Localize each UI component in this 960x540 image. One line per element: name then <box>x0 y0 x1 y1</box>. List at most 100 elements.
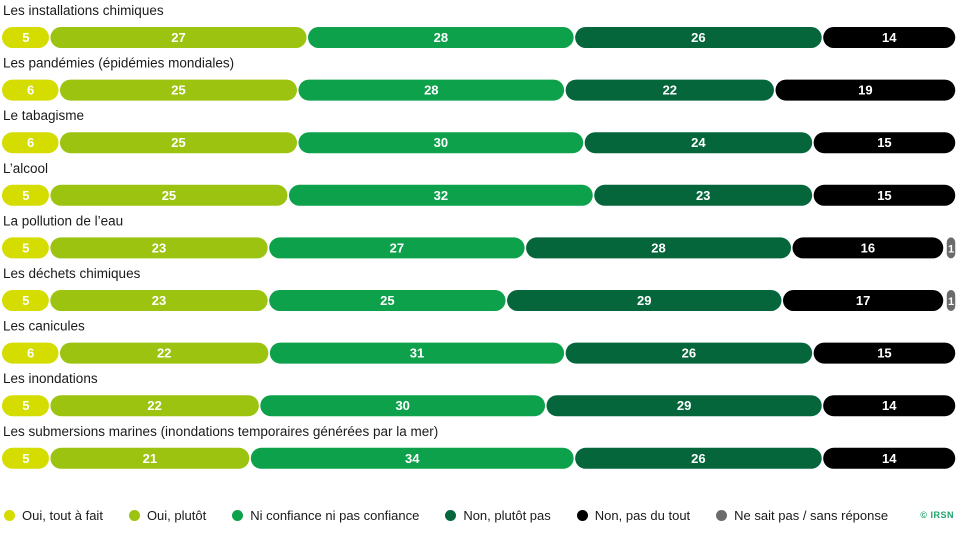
bar-segment <box>782 290 944 311</box>
legend-item: Oui, plutôt <box>128 507 207 523</box>
category-label: Les canicules <box>3 319 85 334</box>
category-label: Les déchets chimiques <box>3 266 141 281</box>
bar-segment <box>50 395 259 417</box>
category-label: Les submersions marines (inondations tem… <box>3 424 438 439</box>
legend-swatch <box>445 509 457 521</box>
bar-segment <box>308 27 574 48</box>
data-label: 5 <box>22 30 29 45</box>
data-label: 26 <box>691 30 705 45</box>
bar-segment <box>565 342 813 364</box>
bar-segment <box>823 27 956 48</box>
data-label: 22 <box>147 398 161 413</box>
bar-segment <box>2 395 49 417</box>
chart-legend: Oui, tout à fait Oui, plutôt Ni confiance … <box>4 505 956 525</box>
data-label: 14 <box>882 398 897 413</box>
bar-segment <box>775 79 956 101</box>
legend-swatch <box>576 509 588 521</box>
bar-segment <box>2 79 59 101</box>
category-label: Le tabagisme <box>3 108 84 123</box>
bar-segment <box>2 132 59 154</box>
data-label: 30 <box>434 135 448 150</box>
bar-segment <box>50 27 307 48</box>
data-label: 6 <box>27 135 34 150</box>
bar-segment <box>946 237 956 259</box>
legend-swatch <box>232 509 244 521</box>
legend-label: Non, pas du tout <box>594 507 691 523</box>
data-label: 34 <box>405 451 420 466</box>
bar-segment <box>946 290 956 311</box>
data-label: 16 <box>861 240 875 255</box>
legend-label: Oui, tout à fait <box>22 507 103 523</box>
data-label: 32 <box>434 188 448 203</box>
data-label: 23 <box>152 240 166 255</box>
bar-segment <box>269 237 525 259</box>
bar-segment <box>575 447 822 469</box>
legend-item: Ni confiance ni pas confiance <box>232 508 419 523</box>
category-label: L’alcool <box>3 161 48 176</box>
bar-segment <box>565 79 774 101</box>
bar-segment <box>575 27 822 48</box>
data-label: 5 <box>22 240 29 255</box>
data-label: 24 <box>691 135 706 150</box>
bar-segment <box>50 237 268 259</box>
data-label: 15 <box>877 346 891 361</box>
bar-segment <box>2 447 49 469</box>
bar-segment <box>813 132 956 154</box>
bar-segment <box>288 184 593 206</box>
bar-segment <box>507 290 782 311</box>
legend-label: Ni confiance ni pas confiance <box>250 507 420 523</box>
bar-segment <box>2 237 49 259</box>
data-label: 15 <box>877 188 891 203</box>
data-label: 22 <box>663 83 677 98</box>
data-label: 27 <box>390 240 404 255</box>
bar-segment <box>526 237 792 259</box>
bar-segment <box>269 342 565 364</box>
legend-item: Non, pas du tout <box>576 507 691 523</box>
data-label: 17 <box>856 293 870 308</box>
legend-label: Oui, plutôt <box>146 507 207 523</box>
bar-segment <box>792 237 944 259</box>
bar-segment <box>584 132 813 154</box>
data-label: 6 <box>27 346 34 361</box>
credit-text: © IRSN <box>920 510 954 520</box>
bar-segment <box>59 79 297 101</box>
data-label: 23 <box>152 293 166 308</box>
bar-segment <box>298 132 584 154</box>
bar-segment <box>50 184 288 206</box>
bar-segment <box>269 290 506 311</box>
data-label: 25 <box>380 293 394 308</box>
bar-segment <box>298 79 565 101</box>
bar-segment <box>823 395 956 417</box>
legend-swatch <box>128 509 140 521</box>
data-label: 26 <box>682 346 696 361</box>
data-label: 23 <box>696 188 710 203</box>
bar-segment <box>813 184 956 206</box>
bar-segment <box>2 184 49 206</box>
category-label: Les installations chimiques <box>3 3 164 18</box>
bar-segment <box>59 132 297 154</box>
data-label: 1 <box>948 243 954 255</box>
legend-item: Oui, tout à fait <box>4 508 103 523</box>
legend-label: Non, plutôt pas <box>463 507 551 523</box>
data-label: 31 <box>410 346 424 361</box>
legend-swatch <box>716 509 728 521</box>
legend-item: Ne sait pas / sans réponse <box>716 508 888 523</box>
legend-label: Ne sait pas / sans réponse <box>734 507 889 523</box>
bar-segment <box>813 342 956 364</box>
data-label: 1 <box>948 296 954 308</box>
bar-segment <box>50 290 268 311</box>
bar-segment <box>2 290 49 311</box>
data-label: 21 <box>143 451 157 466</box>
data-label: 26 <box>691 451 705 466</box>
category-label: Les pandémies (épidémies mondiales) <box>3 56 234 71</box>
bar-segment <box>546 395 822 417</box>
data-label: 22 <box>157 346 171 361</box>
bar-segment <box>2 27 49 48</box>
data-label: 5 <box>22 398 29 413</box>
bar-segment <box>2 342 59 364</box>
data-label: 28 <box>424 83 438 98</box>
bar-segment <box>59 342 269 364</box>
data-label: 28 <box>434 30 448 45</box>
data-label: 5 <box>22 293 29 308</box>
data-label: 27 <box>171 30 185 45</box>
